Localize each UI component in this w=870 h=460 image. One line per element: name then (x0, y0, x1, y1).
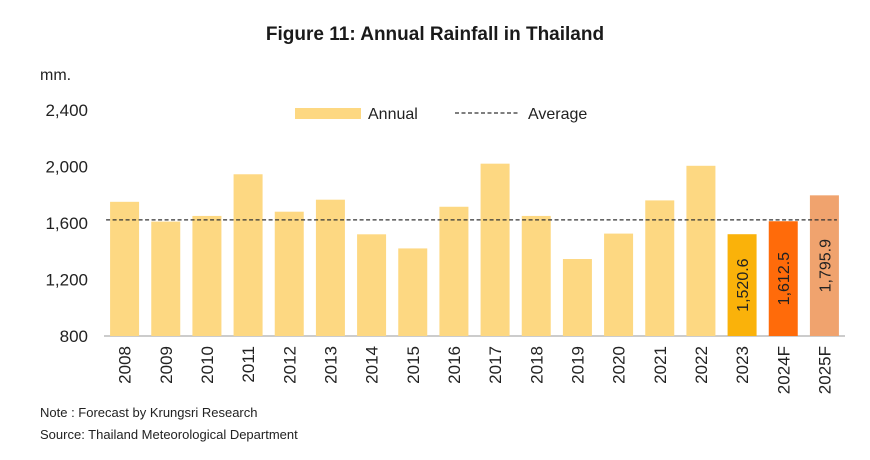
bar-2012 (274, 211, 304, 336)
source-text: Source: Thailand Meteorological Departme… (40, 427, 298, 442)
bar-2011 (233, 174, 263, 336)
bar-2025F (809, 195, 839, 336)
data-label-2025F: 1,795.9 (817, 239, 834, 292)
x-tick-label: 2024F (774, 346, 793, 394)
x-tick-label: 2018 (527, 346, 546, 384)
bars-group: 1,520.6 1,612.5 1,795.9 (110, 163, 839, 336)
x-tick-label: 2011 (239, 346, 258, 383)
bar-2013 (315, 199, 345, 336)
x-tick-label: 2021 (651, 346, 670, 384)
x-tick-label: 2025F (815, 346, 834, 394)
bar-2014 (357, 234, 387, 336)
x-tick-label: 2009 (157, 346, 176, 384)
x-tick-label: 2022 (692, 346, 711, 384)
bar-2008 (110, 201, 140, 336)
y-tick-label: 1,200 (45, 271, 88, 290)
note-text: Note : Forecast by Krungsri Research (40, 405, 258, 420)
y-axis-unit-label: mm. (40, 67, 71, 84)
x-tick-label: 2008 (116, 346, 135, 384)
bar-2022 (686, 165, 716, 336)
x-tick-label: 2012 (280, 346, 299, 384)
bar-2015 (398, 248, 428, 336)
y-tick-label: 2,000 (45, 158, 88, 177)
legend-swatch-annual (295, 108, 361, 119)
x-tick-label: 2015 (404, 346, 423, 384)
bar-2020 (604, 233, 634, 336)
y-tick-label: 2,400 (45, 101, 88, 120)
legend: Annual Average (295, 106, 587, 123)
bar-2018 (521, 215, 551, 336)
y-tick-label: 1,600 (45, 214, 88, 233)
y-axis: mm. 800 1,200 1,600 2,000 2,400 (40, 67, 845, 346)
bar-2017 (480, 163, 510, 336)
legend-label-annual: Annual (368, 106, 418, 123)
bar-2023 (727, 234, 757, 336)
x-tick-label: 2019 (568, 346, 587, 384)
chart-title: Figure 11: Annual Rainfall in Thailand (265, 24, 605, 45)
bar-2009 (151, 221, 181, 336)
bar-2021 (645, 200, 675, 336)
x-tick-label: 2016 (445, 346, 464, 384)
x-tick-label: 2010 (198, 346, 217, 384)
rainfall-bar-chart: mm. 800 1,200 1,600 2,000 2,400 1,520.6 1,612.… (40, 67, 845, 394)
x-tick-label: 2020 (610, 346, 629, 384)
x-tick-label: 2013 (321, 346, 340, 384)
footnotes: Note : Forecast by Krungsri Research Sou… (40, 402, 298, 446)
data-label-2023: 1,520.6 (735, 258, 752, 311)
x-tick-label: 2023 (733, 346, 752, 384)
y-tick-label: 800 (60, 327, 88, 346)
bar-2024F (768, 221, 798, 336)
x-tick-label: 2017 (486, 346, 505, 384)
bar-2010 (192, 215, 222, 336)
data-label-2024F: 1,612.5 (776, 252, 793, 305)
bar-2019 (562, 259, 592, 336)
legend-label-average: Average (528, 106, 587, 123)
x-axis: 2008 2009 2010 2011 2012 2013 2014 2015 2016 2017… (116, 346, 835, 394)
bar-2016 (439, 206, 469, 336)
x-tick-label: 2014 (363, 346, 382, 384)
